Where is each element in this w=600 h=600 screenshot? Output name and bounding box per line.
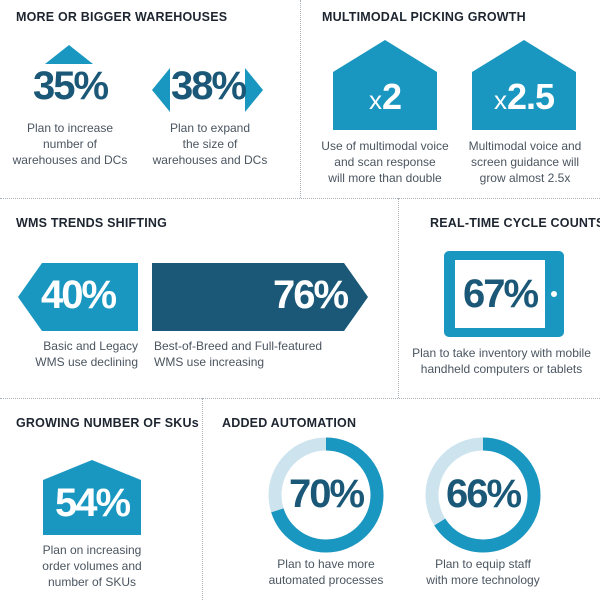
wms-heading: WMS TRENDS SHIFTING: [16, 216, 168, 230]
skus-heading: GROWING NUMBER OF SKUs: [16, 416, 199, 430]
picking-heading: MULTIMODAL PICKING GROWTH: [322, 10, 526, 24]
technology-caption: Plan to equip staff with more technology: [426, 557, 540, 587]
divider-row1: [0, 198, 600, 199]
automation-heading: ADDED AUTOMATION: [222, 416, 357, 430]
screen-multiplier: x2.5: [472, 76, 576, 118]
processes-caption: Plan to have more automated processes: [268, 557, 384, 587]
expand-caption: Plan to expand the size of warehouses an…: [152, 121, 268, 167]
divider-top: [300, 0, 301, 198]
divider-row2: [0, 398, 600, 399]
voice-caption: Use of multimodal voice and scan respons…: [321, 139, 449, 185]
skus-caption: Plan on increasing order volumes and num…: [42, 543, 142, 589]
warehouses-heading: MORE OR BIGGER WAREHOUSES: [16, 10, 228, 24]
divider-mid: [398, 198, 399, 398]
divider-bottom: [202, 398, 203, 600]
technology-value: 66%: [445, 472, 522, 516]
declining-caption: Basic and Legacy WMS use declining: [35, 339, 138, 369]
cycle-heading: REAL-TIME CYCLE COUNTS: [430, 216, 600, 230]
screen-caption: Multimodal voice and screen guidance wil…: [468, 139, 582, 185]
voice-multiplier-value: 2: [381, 76, 402, 117]
expand-value: 38%: [170, 64, 247, 108]
screen-multiplier-prefix: x: [493, 85, 507, 115]
skus-value: 54%: [54, 481, 131, 525]
voice-multiplier: x2: [333, 76, 437, 118]
increasing-value: 76%: [272, 273, 349, 317]
declining-value: 40%: [40, 273, 117, 317]
voice-multiplier-prefix: x: [368, 85, 382, 115]
increasing-caption: Best-of-Breed and Full-featured WMS use …: [154, 339, 323, 369]
increase-caption: Plan to increase number of warehouses an…: [12, 121, 128, 167]
increase-value: 35%: [32, 64, 109, 108]
processes-value: 70%: [288, 472, 365, 516]
screen-multiplier-value: 2.5: [506, 76, 555, 117]
cycle-value: 67%: [462, 272, 539, 316]
cycle-caption: Plan to take inventory with mobile handh…: [412, 346, 591, 376]
